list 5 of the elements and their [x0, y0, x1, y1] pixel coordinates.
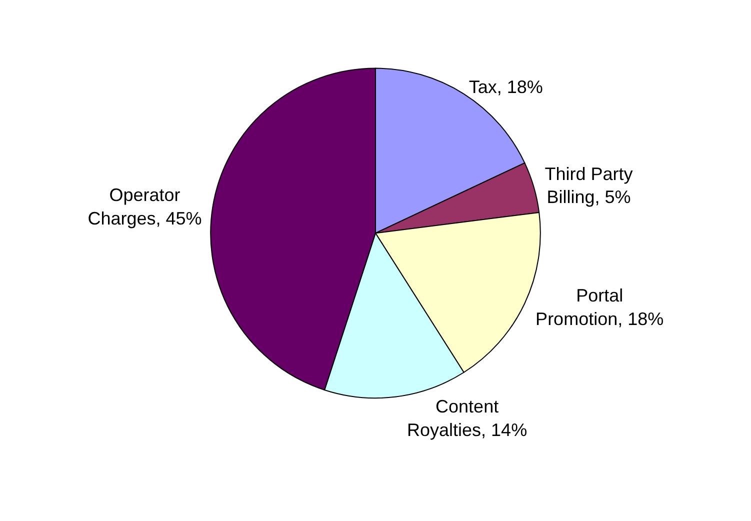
slice-label: Content Royalties, 14%: [407, 396, 528, 440]
slice-label: Portal Promotion, 18%: [536, 286, 664, 329]
slice-label: Third Party Billing, 5%: [544, 164, 633, 208]
slice-label: Tax, 18%: [468, 76, 543, 97]
slice-label: Operator Charges, 45%: [88, 185, 202, 229]
